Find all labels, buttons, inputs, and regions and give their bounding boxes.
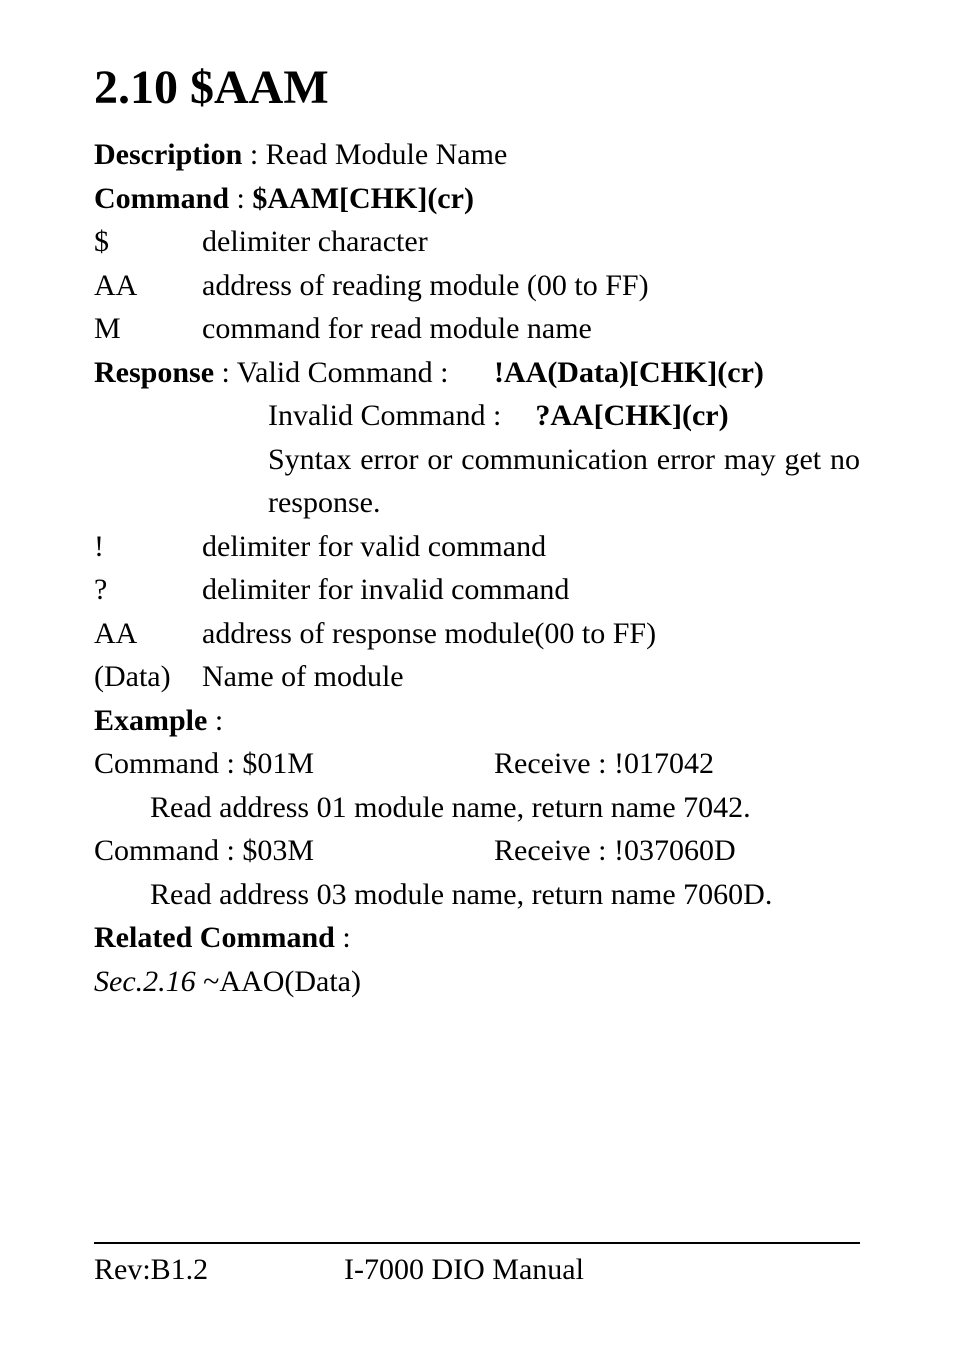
example-cmd-value: $03M <box>242 834 314 867</box>
response-param-key: (Data) <box>94 655 202 699</box>
example-rcv-label: Receive : <box>494 834 614 867</box>
response-param-row: AA address of response module(00 to FF) <box>94 612 860 656</box>
example-cmd-label: Command : <box>94 834 242 867</box>
response-param-desc: delimiter for valid command <box>202 525 860 569</box>
example-label: Example <box>94 704 207 737</box>
command-sep: : <box>229 182 252 215</box>
example-receive: Receive : !017042 <box>494 742 860 786</box>
related-sep: : <box>335 921 351 954</box>
response-label: Response <box>94 356 214 389</box>
section-title: 2.10 $AAM <box>94 60 860 115</box>
response-param-key: AA <box>94 612 202 656</box>
example-explain: Read address 01 module name, return name… <box>150 786 860 830</box>
response-param-desc: Name of module <box>202 655 860 699</box>
related-item: Sec.2.16 ~AAO(Data) <box>94 960 860 1004</box>
command-param-desc: address of reading module (00 to FF) <box>202 264 860 308</box>
response-param-row: ! delimiter for valid command <box>94 525 860 569</box>
response-valid-row: Response : Valid Command : !AA(Data)[CHK… <box>94 351 860 395</box>
response-invalid-lead: Invalid Command : <box>268 399 501 432</box>
description-sep: : <box>242 138 265 171</box>
response-invalid-left: Invalid Command : <box>94 394 501 438</box>
example-sep: : <box>207 704 223 737</box>
example-rcv-label: Receive : <box>494 747 614 780</box>
response-param-key: ! <box>94 525 202 569</box>
related-label: Related Command <box>94 921 335 954</box>
related-item-section: Sec.2.16 <box>94 965 196 998</box>
response-note: Syntax error or communication error may … <box>268 438 860 525</box>
example-row: Command : $01M Receive : !017042 <box>94 742 860 786</box>
related-header: Related Command : <box>94 916 860 960</box>
footer-center: I-7000 DIO Manual <box>344 1248 860 1292</box>
response-valid-left: Response : Valid Command : <box>94 351 494 395</box>
related-item-text: ~AAO(Data) <box>196 965 361 998</box>
example-header: Example : <box>94 699 860 743</box>
response-param-desc: delimiter for invalid command <box>202 568 860 612</box>
response-valid-lead: : Valid Command : <box>214 356 448 389</box>
footer-rule <box>94 1242 860 1244</box>
example-rcv-value: !037060D <box>614 834 736 867</box>
command-param-row: $ delimiter character <box>94 220 860 264</box>
example-cmd-value: $01M <box>242 747 314 780</box>
response-param-row: (Data) Name of module <box>94 655 860 699</box>
page-footer: Rev:B1.2 I-7000 DIO Manual <box>94 1242 860 1292</box>
command-param-desc: command for read module name <box>202 307 860 351</box>
example-receive: Receive : !037060D <box>494 829 860 873</box>
response-invalid-value: ?AA[CHK](cr) <box>501 394 860 438</box>
example-rcv-value: !017042 <box>614 747 714 780</box>
command-param-row: AA address of reading module (00 to FF) <box>94 264 860 308</box>
command-param-key: $ <box>94 220 202 264</box>
command-param-row: M command for read module name <box>94 307 860 351</box>
response-valid-value: !AA(Data)[CHK](cr) <box>494 351 860 395</box>
description-line: Description : Read Module Name <box>94 133 860 177</box>
response-param-desc: address of response module(00 to FF) <box>202 612 860 656</box>
command-param-key: M <box>94 307 202 351</box>
command-text: $AAM[CHK](cr) <box>252 182 474 215</box>
example-command: Command : $01M <box>94 742 494 786</box>
footer-row: Rev:B1.2 I-7000 DIO Manual <box>94 1248 860 1292</box>
command-param-key: AA <box>94 264 202 308</box>
example-explain: Read address 03 module name, return name… <box>150 873 860 917</box>
response-param-key: ? <box>94 568 202 612</box>
command-line: Command : $AAM[CHK](cr) <box>94 177 860 221</box>
example-row: Command : $03M Receive : !037060D <box>94 829 860 873</box>
page: 2.10 $AAM Description : Read Module Name… <box>0 0 954 1351</box>
footer-left: Rev:B1.2 <box>94 1248 344 1292</box>
description-label: Description <box>94 138 242 171</box>
example-cmd-label: Command : <box>94 747 242 780</box>
example-command: Command : $03M <box>94 829 494 873</box>
command-param-desc: delimiter character <box>202 220 860 264</box>
command-label: Command <box>94 182 229 215</box>
response-invalid-row: Invalid Command : ?AA[CHK](cr) <box>94 394 860 438</box>
response-param-row: ? delimiter for invalid command <box>94 568 860 612</box>
description-text: Read Module Name <box>266 138 508 171</box>
